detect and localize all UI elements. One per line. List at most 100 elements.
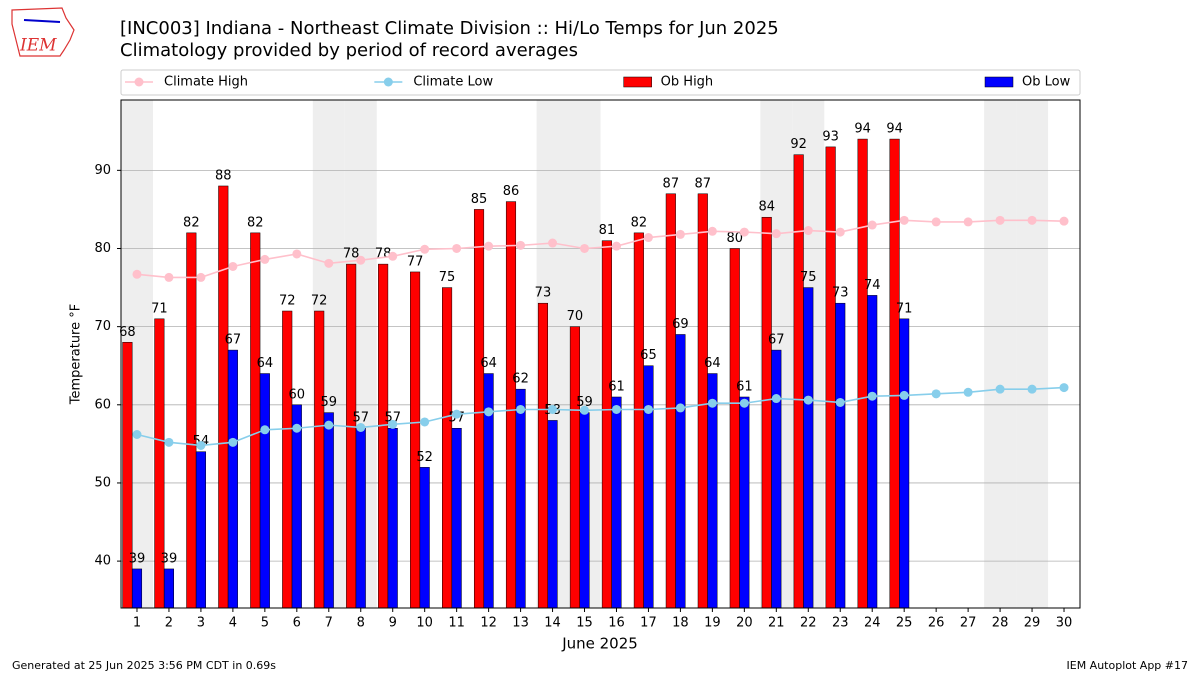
marker <box>132 269 142 279</box>
legend-label: Climate High <box>164 75 248 90</box>
legend-label: Ob Low <box>1022 75 1071 90</box>
marker <box>867 391 877 401</box>
bar <box>378 263 389 609</box>
marker <box>803 226 813 236</box>
bar <box>569 326 580 609</box>
bar <box>729 248 740 609</box>
x-tick-label: 9 <box>389 616 397 631</box>
marker <box>707 398 717 408</box>
bar <box>505 201 517 609</box>
marker <box>995 384 1005 394</box>
marker <box>963 387 973 397</box>
x-tick-label: 3 <box>197 616 205 631</box>
marker <box>675 403 685 413</box>
footer-right: IEM Autoplot App #17 <box>1067 659 1189 672</box>
data-label: 57 <box>384 411 401 426</box>
bar <box>442 287 453 609</box>
data-label: 64 <box>480 356 497 371</box>
marker <box>228 261 238 271</box>
data-label: 69 <box>672 317 689 332</box>
marker <box>931 389 941 399</box>
data-label: 70 <box>567 309 584 324</box>
data-label: 73 <box>832 286 849 301</box>
x-tick-label: 15 <box>576 616 593 631</box>
data-label: 52 <box>416 450 433 465</box>
legend-label: Climate Low <box>413 75 493 90</box>
marker <box>675 229 685 239</box>
marker <box>899 215 909 225</box>
x-tick-label: 29 <box>1024 616 1041 631</box>
logo-text: IEM <box>19 36 57 56</box>
data-label: 82 <box>247 215 264 230</box>
legend-swatch-marker <box>383 77 393 87</box>
marker <box>196 440 206 450</box>
marker <box>1059 216 1069 226</box>
bar <box>419 467 430 609</box>
data-label: 80 <box>726 231 743 246</box>
data-label: 59 <box>576 395 593 410</box>
marker <box>931 217 941 227</box>
plot-frame <box>120 99 1081 609</box>
bar <box>314 310 325 609</box>
data-label: 75 <box>800 270 817 285</box>
y-tick-label: 40 <box>94 554 111 569</box>
x-tick-label: 16 <box>608 616 625 631</box>
bar <box>707 373 718 609</box>
line <box>136 386 1065 447</box>
bar <box>259 373 270 609</box>
bar <box>697 193 708 609</box>
marker <box>995 215 1005 225</box>
x-tick-label: 27 <box>960 616 977 631</box>
x-tick-label: 12 <box>480 616 497 631</box>
x-tick-label: 23 <box>832 616 849 631</box>
footer-left: Generated at 25 Jun 2025 3:56 PM CDT in … <box>12 659 276 672</box>
marker <box>356 255 366 265</box>
data-label: 71 <box>896 301 913 316</box>
bar <box>410 271 421 609</box>
marker <box>643 404 653 414</box>
marker <box>420 417 430 427</box>
bar <box>771 349 782 609</box>
bar <box>186 232 197 609</box>
logo-line <box>23 19 61 23</box>
bar <box>601 240 612 609</box>
marker <box>611 241 621 251</box>
data-label: 65 <box>640 348 657 363</box>
bar <box>250 232 261 609</box>
data-label: 73 <box>535 286 552 301</box>
data-label: 72 <box>311 294 328 309</box>
data-label: 84 <box>758 200 775 215</box>
data-label: 64 <box>257 356 274 371</box>
marker <box>196 272 206 282</box>
y-tick-label: 80 <box>94 241 111 256</box>
x-tick-label: 18 <box>672 616 689 631</box>
bar <box>346 263 357 609</box>
x-tick-label: 21 <box>768 616 785 631</box>
bar <box>195 451 206 609</box>
marker <box>835 227 845 237</box>
bar <box>675 334 686 609</box>
marker <box>580 405 590 415</box>
data-label: 67 <box>768 333 785 348</box>
bar <box>537 302 549 609</box>
marker <box>164 272 174 282</box>
chart-title: [INC003] Indiana - Northeast Climate Div… <box>120 18 779 39</box>
marker <box>452 243 462 253</box>
marker <box>580 243 590 253</box>
marker <box>324 258 334 268</box>
data-label: 85 <box>471 192 488 207</box>
logo: IEM <box>11 7 75 57</box>
x-tick-label: 13 <box>512 616 529 631</box>
marker <box>164 437 174 447</box>
marker <box>260 254 270 264</box>
marker <box>452 409 462 419</box>
x-tick-label: 19 <box>704 616 721 631</box>
x-tick-label: 11 <box>448 616 465 631</box>
x-tick-label: 4 <box>229 616 237 631</box>
x-tick-label: 25 <box>896 616 913 631</box>
marker <box>516 404 526 414</box>
marker <box>484 241 494 251</box>
data-label: 64 <box>704 356 721 371</box>
bar <box>803 287 814 609</box>
marker <box>963 217 973 227</box>
